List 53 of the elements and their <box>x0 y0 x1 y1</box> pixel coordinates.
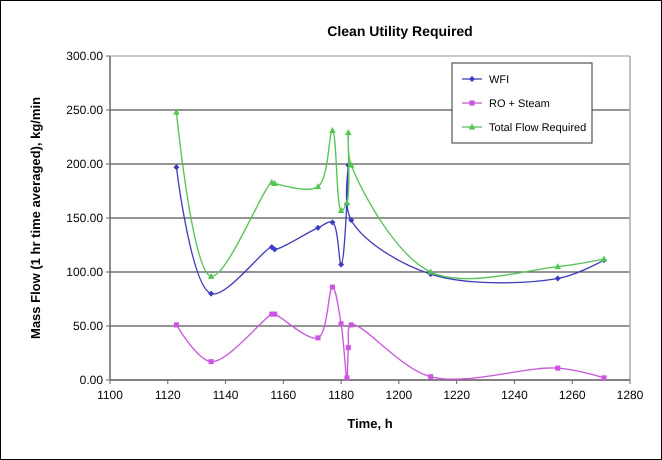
y-tick-label: 0.00 <box>80 373 104 388</box>
x-tick-label: 1140 <box>212 388 239 402</box>
point <box>314 183 322 190</box>
x-tick-label: 1220 <box>443 388 470 402</box>
point <box>208 290 214 297</box>
point <box>348 162 354 168</box>
x-tick-label: 1160 <box>270 388 297 402</box>
point <box>338 261 344 268</box>
point <box>428 374 434 380</box>
y-tick-label: 50.00 <box>72 319 104 334</box>
point <box>554 275 561 282</box>
point <box>315 224 321 231</box>
x-tick-label: 1100 <box>97 388 124 402</box>
y-tick-label: 150.00 <box>66 211 104 226</box>
point <box>602 375 606 380</box>
legend-label: Total Flow Required <box>489 122 586 134</box>
point <box>348 322 354 328</box>
point <box>554 263 561 270</box>
point <box>208 359 214 364</box>
point <box>329 219 336 226</box>
point <box>338 206 344 213</box>
point <box>208 272 214 279</box>
point <box>271 180 278 186</box>
point <box>348 217 354 224</box>
point <box>427 268 434 274</box>
y-tick-label: 200.00 <box>66 157 104 172</box>
point <box>173 164 180 170</box>
chart-title: Clean Utility Required <box>327 23 473 39</box>
y-tick-label: 100.00 <box>66 265 104 280</box>
point <box>272 312 278 317</box>
x-tick-label: 1240 <box>501 388 528 402</box>
y-tick-label: 300.00 <box>66 49 104 64</box>
point <box>330 284 335 290</box>
point <box>316 335 320 340</box>
x-axis-title: Time, h <box>347 416 393 431</box>
x-tick-label: 1280 <box>616 388 644 402</box>
x-tick-label: 1180 <box>328 388 354 402</box>
point <box>329 127 336 134</box>
y-tick-label: 250.00 <box>66 103 104 118</box>
point <box>344 375 350 380</box>
point <box>173 108 180 115</box>
x-tick-label: 1120 <box>154 388 181 402</box>
y-axis-title: Mass Flow (1 hr time averaged), kg/min <box>28 96 43 340</box>
x-tick-label: 1260 <box>558 388 586 402</box>
point <box>338 321 344 326</box>
legend-label: WFI <box>489 74 510 86</box>
x-tick-label: 1200 <box>386 388 413 402</box>
point <box>346 345 351 350</box>
point <box>555 366 560 371</box>
point <box>174 322 179 328</box>
legend-label: RO + Steam <box>489 98 550 110</box>
point <box>272 246 278 252</box>
point <box>345 129 352 136</box>
